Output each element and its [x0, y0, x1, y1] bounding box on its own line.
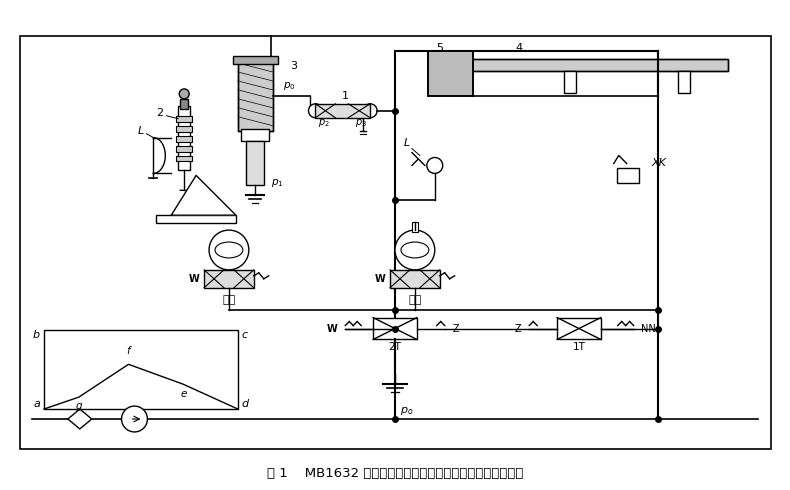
Bar — [204, 270, 254, 288]
Circle shape — [122, 406, 148, 432]
Circle shape — [308, 104, 322, 118]
Bar — [390, 270, 440, 288]
Bar — [246, 141, 264, 185]
Text: Z: Z — [453, 323, 459, 334]
Bar — [315, 104, 371, 118]
Bar — [156, 215, 236, 223]
Text: $p_2$: $p_2$ — [318, 117, 330, 129]
Bar — [430, 59, 728, 71]
Bar — [412, 222, 418, 232]
Bar — [20, 36, 771, 449]
Text: Z: Z — [514, 323, 521, 334]
Text: $p_o$: $p_o$ — [400, 405, 413, 417]
Bar — [180, 99, 188, 109]
Bar — [679, 71, 690, 93]
Text: $p_1$: $p_1$ — [271, 177, 284, 189]
Bar — [428, 51, 472, 96]
Text: 2: 2 — [156, 108, 164, 118]
Bar — [176, 125, 192, 132]
Bar — [176, 136, 192, 142]
Text: W: W — [188, 274, 199, 284]
Polygon shape — [171, 175, 236, 215]
Text: NN: NN — [641, 323, 656, 334]
Bar — [241, 129, 269, 141]
Text: 进给: 进给 — [222, 294, 235, 305]
Bar — [238, 61, 273, 131]
Text: g: g — [76, 401, 82, 411]
Text: $p_3$: $p_3$ — [356, 117, 367, 129]
Circle shape — [363, 104, 377, 118]
Text: 1T: 1T — [573, 343, 585, 352]
Text: L: L — [404, 138, 410, 147]
Bar — [557, 318, 601, 340]
Text: e: e — [180, 389, 186, 399]
Text: c: c — [242, 329, 248, 340]
Text: a: a — [33, 399, 40, 409]
Polygon shape — [68, 409, 92, 429]
Text: W: W — [326, 323, 337, 334]
Text: 5: 5 — [436, 43, 443, 53]
Bar — [176, 155, 192, 162]
Text: L: L — [138, 125, 145, 136]
Bar — [430, 59, 728, 71]
Circle shape — [209, 230, 249, 270]
Bar — [176, 146, 192, 151]
Text: 2T: 2T — [389, 343, 401, 352]
Bar — [44, 329, 238, 409]
Bar — [617, 169, 638, 183]
Text: f: f — [126, 346, 130, 356]
Text: d: d — [242, 399, 249, 409]
Circle shape — [395, 230, 435, 270]
Text: XK: XK — [651, 158, 666, 169]
Bar — [233, 56, 277, 64]
Circle shape — [427, 157, 442, 173]
Text: 4: 4 — [516, 43, 523, 53]
Bar — [428, 51, 472, 96]
Text: 3: 3 — [291, 61, 298, 71]
Text: W: W — [374, 274, 385, 284]
Bar — [179, 106, 190, 171]
Bar — [564, 71, 576, 93]
Ellipse shape — [215, 242, 243, 258]
Text: 补偿: 补偿 — [408, 294, 422, 305]
Text: $p_0$: $p_0$ — [283, 80, 295, 92]
Text: b: b — [33, 329, 40, 340]
Text: 1: 1 — [342, 91, 348, 101]
Bar — [238, 61, 273, 131]
Bar — [373, 318, 417, 340]
Ellipse shape — [401, 242, 429, 258]
Circle shape — [179, 89, 189, 99]
Bar — [176, 116, 192, 122]
Text: 图 1    MB1632 端面外圆磨床液压仿形砂轮修整器工作原理图: 图 1 MB1632 端面外圆磨床液压仿形砂轮修整器工作原理图 — [267, 467, 523, 480]
